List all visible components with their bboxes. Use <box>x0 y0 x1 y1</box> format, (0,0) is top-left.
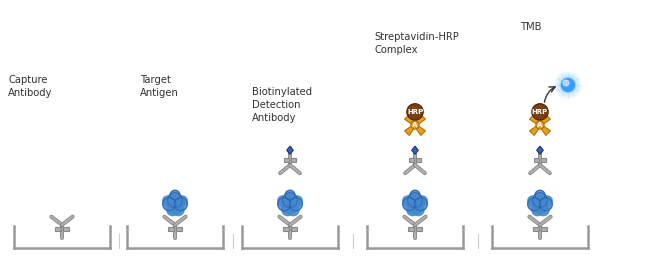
Circle shape <box>532 193 547 207</box>
Polygon shape <box>414 124 426 135</box>
Circle shape <box>403 198 416 211</box>
Circle shape <box>292 196 302 206</box>
Circle shape <box>410 190 420 200</box>
Text: Target
Antigen: Target Antigen <box>140 75 179 98</box>
Circle shape <box>282 204 293 216</box>
Circle shape <box>162 196 172 206</box>
FancyBboxPatch shape <box>291 226 296 231</box>
Text: HRP: HRP <box>532 109 548 115</box>
Polygon shape <box>414 115 426 126</box>
Circle shape <box>162 198 176 211</box>
Circle shape <box>167 204 178 216</box>
FancyBboxPatch shape <box>416 226 422 231</box>
Circle shape <box>407 104 423 120</box>
Text: Biotinylated
Detection
Antibody: Biotinylated Detection Antibody <box>252 87 312 124</box>
Circle shape <box>414 198 427 211</box>
Circle shape <box>167 198 183 214</box>
FancyBboxPatch shape <box>176 226 181 231</box>
Polygon shape <box>530 115 541 126</box>
Circle shape <box>562 79 575 92</box>
Circle shape <box>536 121 544 129</box>
Circle shape <box>174 198 187 211</box>
Circle shape <box>555 72 581 98</box>
Text: HRP: HRP <box>407 109 423 115</box>
FancyBboxPatch shape <box>534 226 540 231</box>
FancyBboxPatch shape <box>284 158 289 162</box>
FancyBboxPatch shape <box>168 226 174 231</box>
Circle shape <box>168 193 183 207</box>
Circle shape <box>528 198 541 211</box>
FancyBboxPatch shape <box>416 158 421 162</box>
Polygon shape <box>411 146 419 154</box>
FancyBboxPatch shape <box>541 158 546 162</box>
Circle shape <box>540 198 552 211</box>
Circle shape <box>403 196 413 206</box>
Circle shape <box>528 196 538 206</box>
Text: TMB: TMB <box>520 22 541 32</box>
Polygon shape <box>540 115 551 126</box>
Circle shape <box>170 190 180 200</box>
Polygon shape <box>404 115 416 126</box>
Circle shape <box>411 121 419 129</box>
Circle shape <box>563 80 569 86</box>
Text: Capture
Antibody: Capture Antibody <box>8 75 53 98</box>
Circle shape <box>557 74 578 96</box>
Circle shape <box>417 196 427 206</box>
Circle shape <box>289 198 302 211</box>
Polygon shape <box>537 146 543 154</box>
FancyBboxPatch shape <box>283 226 289 231</box>
Circle shape <box>283 193 298 207</box>
Circle shape <box>282 198 298 214</box>
FancyBboxPatch shape <box>410 158 414 162</box>
Text: Streptavidin-HRP
Complex: Streptavidin-HRP Complex <box>374 32 459 55</box>
FancyBboxPatch shape <box>55 226 61 231</box>
FancyBboxPatch shape <box>534 158 540 162</box>
Polygon shape <box>404 124 416 135</box>
Circle shape <box>538 204 549 216</box>
FancyBboxPatch shape <box>291 158 296 162</box>
Circle shape <box>285 190 295 200</box>
Circle shape <box>413 204 424 216</box>
FancyBboxPatch shape <box>541 226 547 231</box>
Circle shape <box>407 198 423 214</box>
Polygon shape <box>540 124 551 135</box>
FancyBboxPatch shape <box>63 226 68 231</box>
Circle shape <box>543 196 552 206</box>
Circle shape <box>407 204 419 216</box>
Polygon shape <box>287 146 293 154</box>
Circle shape <box>177 196 187 206</box>
FancyBboxPatch shape <box>408 226 414 231</box>
Text: A: A <box>538 122 543 128</box>
Circle shape <box>535 190 545 200</box>
Polygon shape <box>530 124 541 135</box>
Circle shape <box>532 198 548 214</box>
Circle shape <box>532 204 543 216</box>
Circle shape <box>172 204 184 216</box>
Text: A: A <box>412 122 418 128</box>
Circle shape <box>560 77 576 93</box>
Circle shape <box>278 196 287 206</box>
Circle shape <box>532 104 548 120</box>
Circle shape <box>278 198 291 211</box>
Circle shape <box>408 193 422 207</box>
Circle shape <box>287 204 299 216</box>
